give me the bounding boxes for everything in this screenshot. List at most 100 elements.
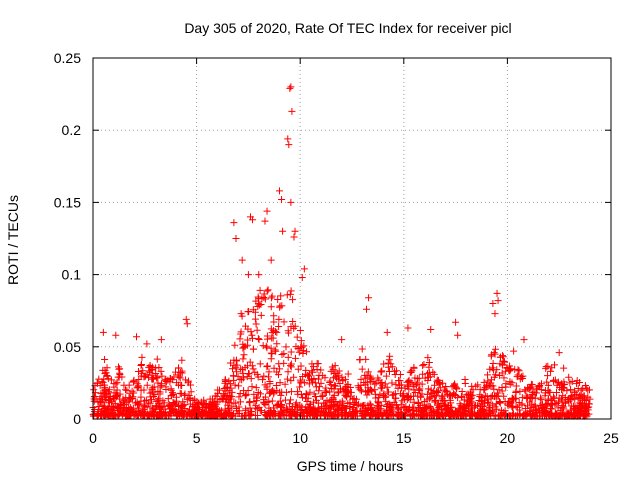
data-point [268,350,276,358]
data-point [423,390,431,398]
data-point [440,386,448,394]
data-point [285,329,293,337]
data-point [557,381,565,389]
data-point [517,373,525,381]
data-point [398,397,406,405]
data-point [427,325,435,333]
data-point [572,380,580,388]
data-point [153,355,161,363]
data-point [442,407,450,415]
data-point [263,344,271,352]
tick-marks [92,57,612,420]
data-point [92,395,100,403]
data-point [369,378,377,386]
data-point [410,398,418,406]
data-point [115,404,123,412]
data-point [180,391,188,399]
data-point [358,412,366,420]
data-point [135,375,143,383]
data-point [442,388,450,396]
data-point [382,372,390,380]
data-point [380,390,388,398]
data-point [278,196,286,204]
data-point [146,389,154,397]
data-point [489,359,497,367]
data-point [485,406,493,414]
data-point [520,336,528,344]
data-point [439,379,447,387]
data-point [374,374,382,382]
data-point [356,407,364,415]
data-point [455,404,463,412]
data-point [247,328,255,336]
data-point [248,362,256,370]
data-point [183,320,191,328]
data-point [372,379,380,387]
data-point [256,360,264,368]
data-point [158,372,166,380]
data-point [120,396,128,404]
data-point [454,394,462,402]
data-point [142,372,150,380]
data-point [265,368,273,376]
data-point [267,325,275,333]
data-point [107,376,115,384]
data-point [255,335,263,343]
data-point [303,348,311,356]
data-point [542,364,550,372]
data-point [302,390,310,398]
x-tick-labels: 0 5 10 15 20 25 [89,430,619,446]
y-tick-label: 0 [73,411,81,427]
data-point [356,356,364,364]
data-point [101,387,109,395]
data-point [365,294,373,302]
data-point [451,391,459,399]
data-point [258,295,266,303]
data-point [419,362,427,370]
data-point [388,379,396,387]
data-point [396,370,404,378]
data-point [518,400,526,408]
data-point [267,294,275,302]
data-point [553,399,561,407]
data-point [122,386,130,394]
data-point [228,388,236,396]
data-point [322,384,330,392]
data-point [281,380,289,388]
data-point [498,387,506,395]
data-point [276,388,284,396]
data-point [424,377,432,385]
data-point [331,381,339,389]
data-point [486,407,494,415]
data-point [275,187,283,195]
data-point [290,324,298,332]
data-point [287,348,295,356]
data-point [537,396,545,404]
data-point [560,364,568,372]
data-point [205,404,213,412]
data-point [415,404,423,412]
data-point [542,363,550,371]
data-points [89,83,594,420]
data-point [238,312,246,320]
data-point [213,392,221,400]
data-point [315,387,323,395]
data-point [322,401,330,409]
data-point [241,364,249,372]
data-point [571,395,579,403]
data-point [263,287,271,295]
data-point [128,408,136,416]
data-point [487,376,495,384]
data-point [431,397,439,405]
chart-title: Day 305 of 2020, Rate Of TEC Index for r… [184,20,511,36]
data-point [226,393,234,401]
data-point [427,407,435,415]
data-point [255,271,263,279]
data-point [214,398,222,406]
data-point [248,383,256,391]
data-point [299,349,307,357]
x-tick-label: 20 [500,430,516,446]
data-point [263,207,271,215]
data-point [388,391,396,399]
data-point [502,367,510,375]
